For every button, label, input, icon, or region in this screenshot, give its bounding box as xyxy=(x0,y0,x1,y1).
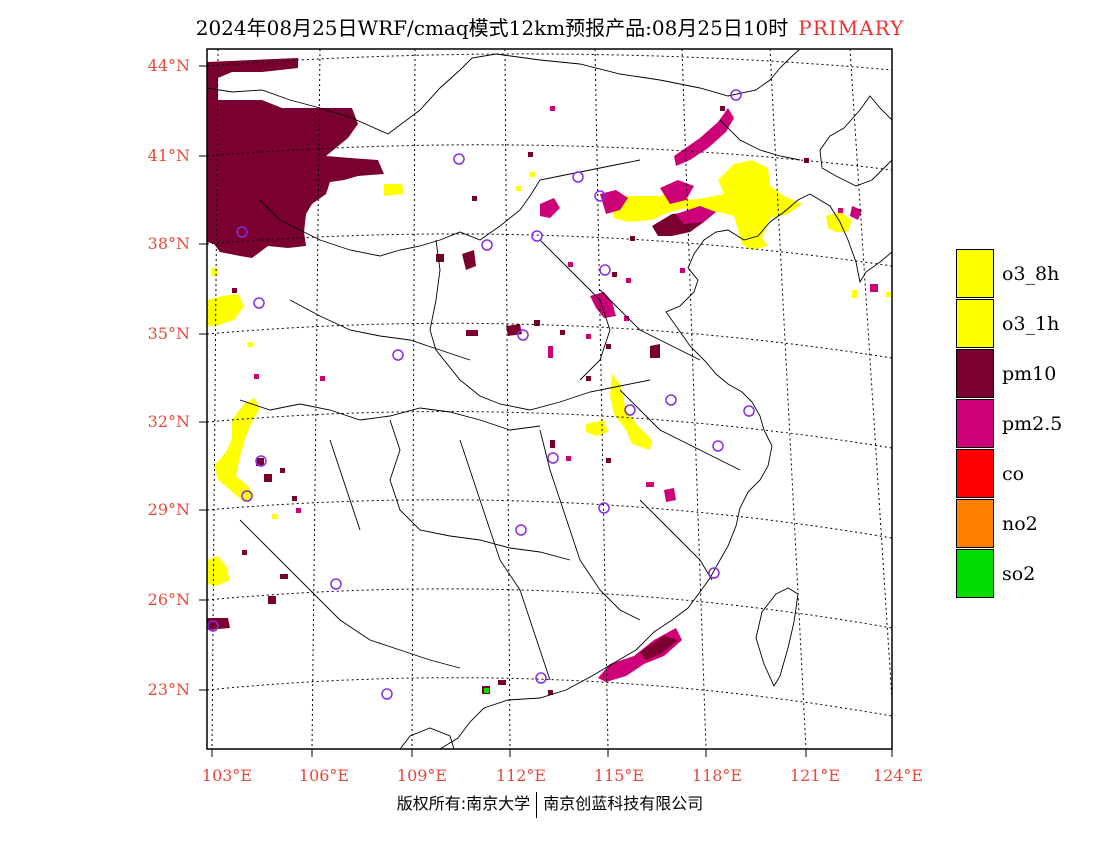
legend-swatch xyxy=(956,449,994,498)
pm10-region-yunnan-south xyxy=(207,618,230,630)
o3-region-sichuan xyxy=(214,398,260,502)
title-tag: PRIMARY xyxy=(798,16,905,40)
lon-label: 112°E xyxy=(496,766,546,785)
o3-region-hubei xyxy=(586,420,608,436)
pm25-region-shanxi xyxy=(540,198,560,218)
lat-label: 35°N xyxy=(148,324,190,343)
province-border-2 xyxy=(429,239,651,411)
pm25-region-hebei xyxy=(600,190,628,214)
pm25-region-bohai-north xyxy=(674,108,734,166)
lat-label: 44°N xyxy=(148,56,190,75)
legend-label: pm10 xyxy=(1002,363,1057,385)
footer-left: 版权所有:南京大学 xyxy=(396,794,531,813)
province-border-5 xyxy=(389,419,571,561)
pm25-region-hunan-east xyxy=(664,488,676,502)
station-markers xyxy=(207,89,755,700)
legend-swatch xyxy=(956,349,994,398)
lon-label: 106°E xyxy=(299,766,349,785)
map-title: 2024年08月25日WRF/cmaq模式12km预报产品:08月25日10时 P… xyxy=(0,12,1100,41)
lon-label: 103°E xyxy=(202,766,252,785)
province-border-15 xyxy=(259,199,321,241)
graticule xyxy=(207,49,892,749)
pm10-region-northwest xyxy=(207,58,384,258)
national-border-north xyxy=(207,49,801,135)
legend-label: o3_8h xyxy=(1002,263,1060,285)
lat-label: 26°N xyxy=(148,590,190,609)
o3-region-korea xyxy=(826,212,852,232)
lat-label: 32°N xyxy=(148,412,190,431)
lon-label: 124°E xyxy=(873,766,923,785)
province-border-10 xyxy=(539,239,611,381)
lon-label: 118°E xyxy=(692,766,742,785)
lon-label: 121°E xyxy=(790,766,840,785)
pollution-layer xyxy=(207,58,862,682)
latitude-labels: 44°N 41°N 38°N 35°N 32°N 29°N 26°N 23°N xyxy=(148,56,190,699)
o3-region-anhui xyxy=(610,374,652,450)
longitude-labels: 103°E 106°E 109°E 112°E 115°E 118°E 121°… xyxy=(202,766,923,785)
province-border-7 xyxy=(539,429,641,621)
pm10-region-shaanxi xyxy=(462,250,476,270)
o3-region-bohai xyxy=(610,160,802,250)
province-border-4 xyxy=(239,399,541,431)
legend-label: o3_1h xyxy=(1002,313,1060,335)
copyright-footer: 版权所有:南京大学 南京创蓝科技有限公司 xyxy=(0,790,1100,818)
legend-swatch xyxy=(956,299,994,348)
pm10-region-guangdong xyxy=(640,636,678,660)
legend-label: pm2.5 xyxy=(1002,413,1063,435)
lon-label: 109°E xyxy=(397,766,447,785)
province-border-8 xyxy=(619,389,741,471)
province-border-9 xyxy=(599,289,701,361)
pm25-region-shandong xyxy=(590,292,616,318)
footer-separator xyxy=(536,791,538,818)
province-border-13 xyxy=(459,439,501,561)
o3-region-inner-mongolia xyxy=(384,184,404,196)
pm25-region-shandong-coast xyxy=(660,180,694,204)
lat-label: 23°N xyxy=(148,680,190,699)
pm10-region-jiangsu xyxy=(650,344,660,358)
o3-region-west-edge xyxy=(207,294,244,326)
lat-label: 38°N xyxy=(148,234,190,253)
pm10-region-henan xyxy=(506,324,522,336)
legend-label: co xyxy=(1002,463,1025,485)
pm25-region-korea xyxy=(850,206,862,220)
title-main: 2024年08月25日WRF/cmaq模式12km预报产品:08月25日10时 xyxy=(195,16,789,40)
o3-region-yunnan xyxy=(207,556,230,586)
map-content xyxy=(207,49,892,749)
scattered-cells xyxy=(212,106,891,695)
pm25-region-tianjin xyxy=(676,206,716,224)
coastline-east xyxy=(439,193,892,749)
legend-swatch xyxy=(956,249,994,298)
korea-coast xyxy=(819,95,892,187)
province-border-14 xyxy=(329,439,361,531)
footer-right: 南京创蓝科技有限公司 xyxy=(543,794,704,813)
province-border-16 xyxy=(719,119,801,161)
legend-swatch xyxy=(956,399,994,448)
map-frame xyxy=(206,48,893,750)
lon-label: 115°E xyxy=(594,766,644,785)
legend-swatch xyxy=(956,549,994,598)
boundaries xyxy=(207,49,892,749)
province-border-12 xyxy=(499,559,551,681)
lat-label: 41°N xyxy=(148,146,190,165)
legend-label: no2 xyxy=(1002,513,1038,535)
lat-label: 29°N xyxy=(148,500,190,519)
province-border-1 xyxy=(319,159,641,257)
tick-marks xyxy=(199,65,893,757)
taiwan-outline xyxy=(755,587,799,687)
legend-swatch xyxy=(956,499,994,548)
hainan-outline xyxy=(399,727,455,749)
province-border-3 xyxy=(289,299,471,361)
province-border-11 xyxy=(639,499,713,581)
legend-label: so2 xyxy=(1002,563,1036,585)
pm25-region-guangdong xyxy=(598,628,682,682)
province-border-6 xyxy=(239,519,461,669)
